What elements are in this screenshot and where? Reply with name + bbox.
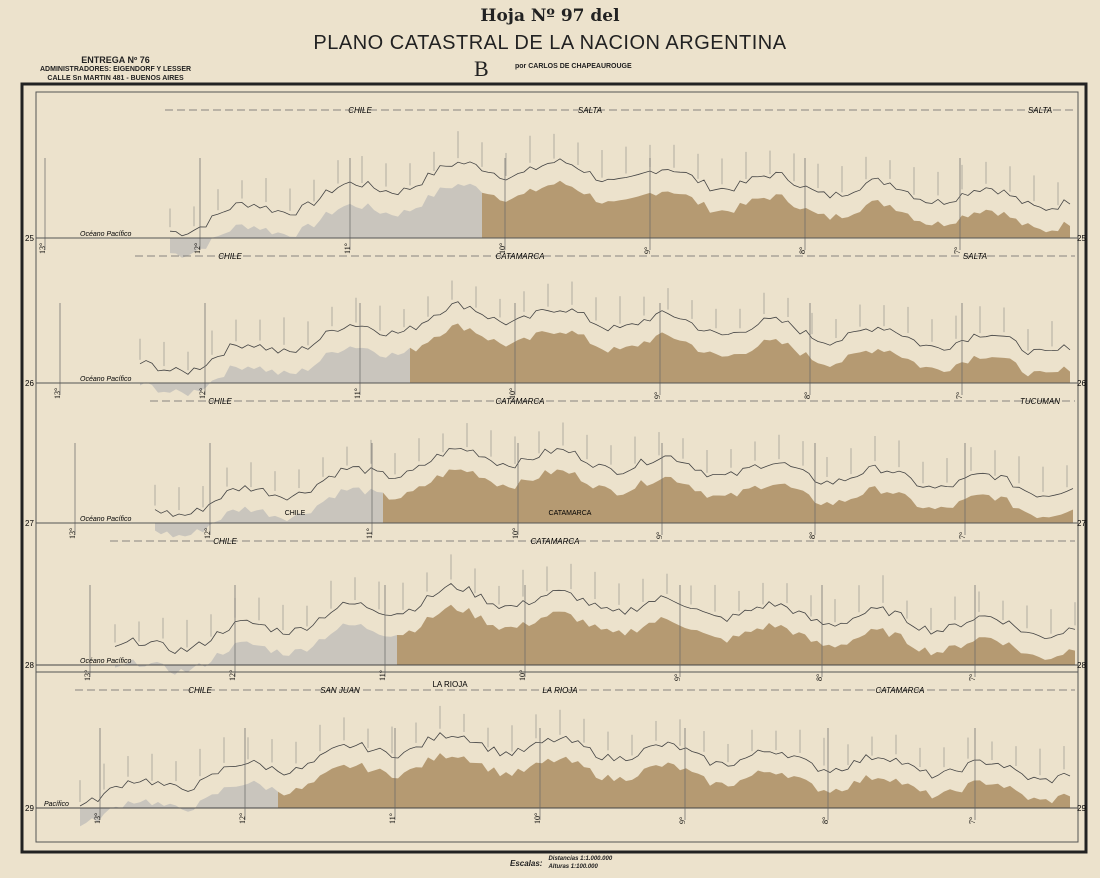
administrators: ADMINISTRADORES: EIGENDORF Y LESSER (40, 66, 192, 73)
region-label: SALTA (1028, 106, 1052, 115)
inner-region-label: CATAMARCA (549, 510, 592, 517)
longitude-label: 9° (673, 674, 682, 681)
inner-frame (35, 91, 1079, 843)
longitude-label: 7° (968, 817, 977, 824)
scale-heights: Alturas 1:100.000 (548, 864, 598, 870)
longitude-label: 13° (83, 670, 92, 681)
mountain-ridge-line (139, 301, 1071, 375)
region-label: CHILE (208, 397, 232, 406)
mountain-ridge-line (169, 158, 1071, 237)
latitude-label-left: 26 (25, 379, 34, 388)
region-label: CHILE (213, 537, 237, 546)
latitude-label-right: 27 (1077, 519, 1086, 528)
longitude-label: 8° (808, 532, 817, 539)
chile-profile-fill (140, 346, 410, 397)
ocean-label: Océano Pacífico (80, 231, 131, 238)
longitude-label: 13° (68, 528, 77, 539)
scale-distances: Distancias 1:1.000.000 (548, 856, 613, 862)
region-label: LA RIOJA (542, 686, 577, 695)
longitude-label: 12° (193, 243, 202, 254)
ocean-label: Océano Pacífico (80, 658, 131, 665)
address: CALLE Sn MARTIN 481 - BUENOS AIRES (47, 75, 184, 82)
longitude-label: 13° (38, 243, 47, 254)
longitude-label: 7° (955, 392, 964, 399)
argentina-profile-fill (383, 469, 1073, 523)
longitude-label: 8° (821, 817, 830, 824)
argentina-profile-fill (397, 604, 1075, 665)
ocean-label: Pacífico (44, 801, 69, 808)
longitude-label: 9° (653, 392, 662, 399)
region-label: CATAMARCA (495, 252, 544, 261)
longitude-label: 12° (228, 670, 237, 681)
chile-profile-fill (170, 183, 482, 258)
scale-label: Escalas: (510, 858, 543, 868)
publisher-block: ENTREGA Nº 76 ADMINISTRADORES: EIGENDORF… (40, 56, 191, 83)
longitude-label: 10° (498, 243, 507, 254)
longitude-label: 13° (93, 813, 102, 824)
latitude-label-left: 28 (25, 661, 34, 670)
longitude-label: 11° (365, 528, 374, 539)
region-label: SAN JUAN (320, 686, 360, 695)
longitude-label: 10° (518, 670, 527, 681)
mountain-ridge-line (114, 582, 1076, 654)
longitude-label: 10° (508, 388, 517, 399)
ocean-label: Océano Pacífico (80, 376, 131, 383)
longitude-label: 12° (198, 388, 207, 399)
longitude-label: 9° (678, 817, 687, 824)
chile-profile-fill (80, 780, 278, 827)
longitude-label: 7° (958, 532, 967, 539)
map-title: PLANO CATASTRAL DE LA NACION ARGENTINA (313, 32, 787, 54)
argentina-profile-fill (278, 753, 1070, 808)
longitude-label: 8° (815, 674, 824, 681)
argentina-profile-fill (482, 180, 1070, 238)
region-label: SALTA (963, 252, 987, 261)
region-label: SALTA (578, 106, 602, 115)
longitude-label: 7° (953, 247, 962, 254)
longitude-label: 8° (803, 392, 812, 399)
longitude-label: 9° (643, 247, 652, 254)
delivery-number: ENTREGA Nº 76 (81, 55, 150, 65)
chile-profile-fill (155, 487, 383, 538)
longitude-label: 9° (655, 532, 664, 539)
longitude-label: 11° (388, 813, 397, 824)
latitude-label-left: 29 (25, 804, 34, 813)
latitude-label-right: 25 (1077, 234, 1086, 243)
longitude-label: 13° (53, 388, 62, 399)
longitude-label: 7° (968, 674, 977, 681)
argentina-profile-fill (410, 323, 1070, 383)
latitude-label-right: 26 (1077, 379, 1086, 388)
longitude-label: 8° (798, 247, 807, 254)
region-label: CHILE (218, 252, 242, 261)
region-label-below: LA RIOJA (432, 680, 468, 689)
outer-frame (20, 82, 1088, 854)
latitude-label-right: 28 (1077, 661, 1086, 670)
latitude-label-left: 27 (25, 519, 34, 528)
sheet-number-title: Hoja Nº 97 del (480, 6, 620, 26)
author: por CARLOS DE CHAPEAUROUGE (515, 63, 632, 70)
series-letter: B (474, 56, 489, 81)
chile-profile-fill (115, 623, 397, 675)
longitude-label: 12° (238, 813, 247, 824)
region-label: TUCUMAN (1020, 397, 1060, 406)
longitude-label: 12° (203, 528, 212, 539)
longitude-label: 11° (343, 243, 352, 254)
region-label: CATAMARCA (530, 537, 579, 546)
inner-region-label: CHILE (285, 510, 306, 517)
longitude-label: 11° (378, 670, 387, 681)
latitude-label-left: 25 (25, 234, 34, 243)
scale-block: Escalas: Distancias 1:1.000.000 Alturas 1… (510, 855, 612, 871)
latitude-label-right: 29 (1077, 804, 1086, 813)
longitude-label: 10° (533, 813, 542, 824)
region-label: CHILE (348, 106, 372, 115)
mountain-ridge-line (154, 448, 1074, 517)
ocean-label: Océano Pacífico (80, 516, 131, 523)
region-label: CATAMARCA (875, 686, 924, 695)
region-label: CATAMARCA (495, 397, 544, 406)
longitude-label: 11° (353, 388, 362, 399)
region-label: CHILE (188, 686, 212, 695)
longitude-label: 10° (511, 528, 520, 539)
